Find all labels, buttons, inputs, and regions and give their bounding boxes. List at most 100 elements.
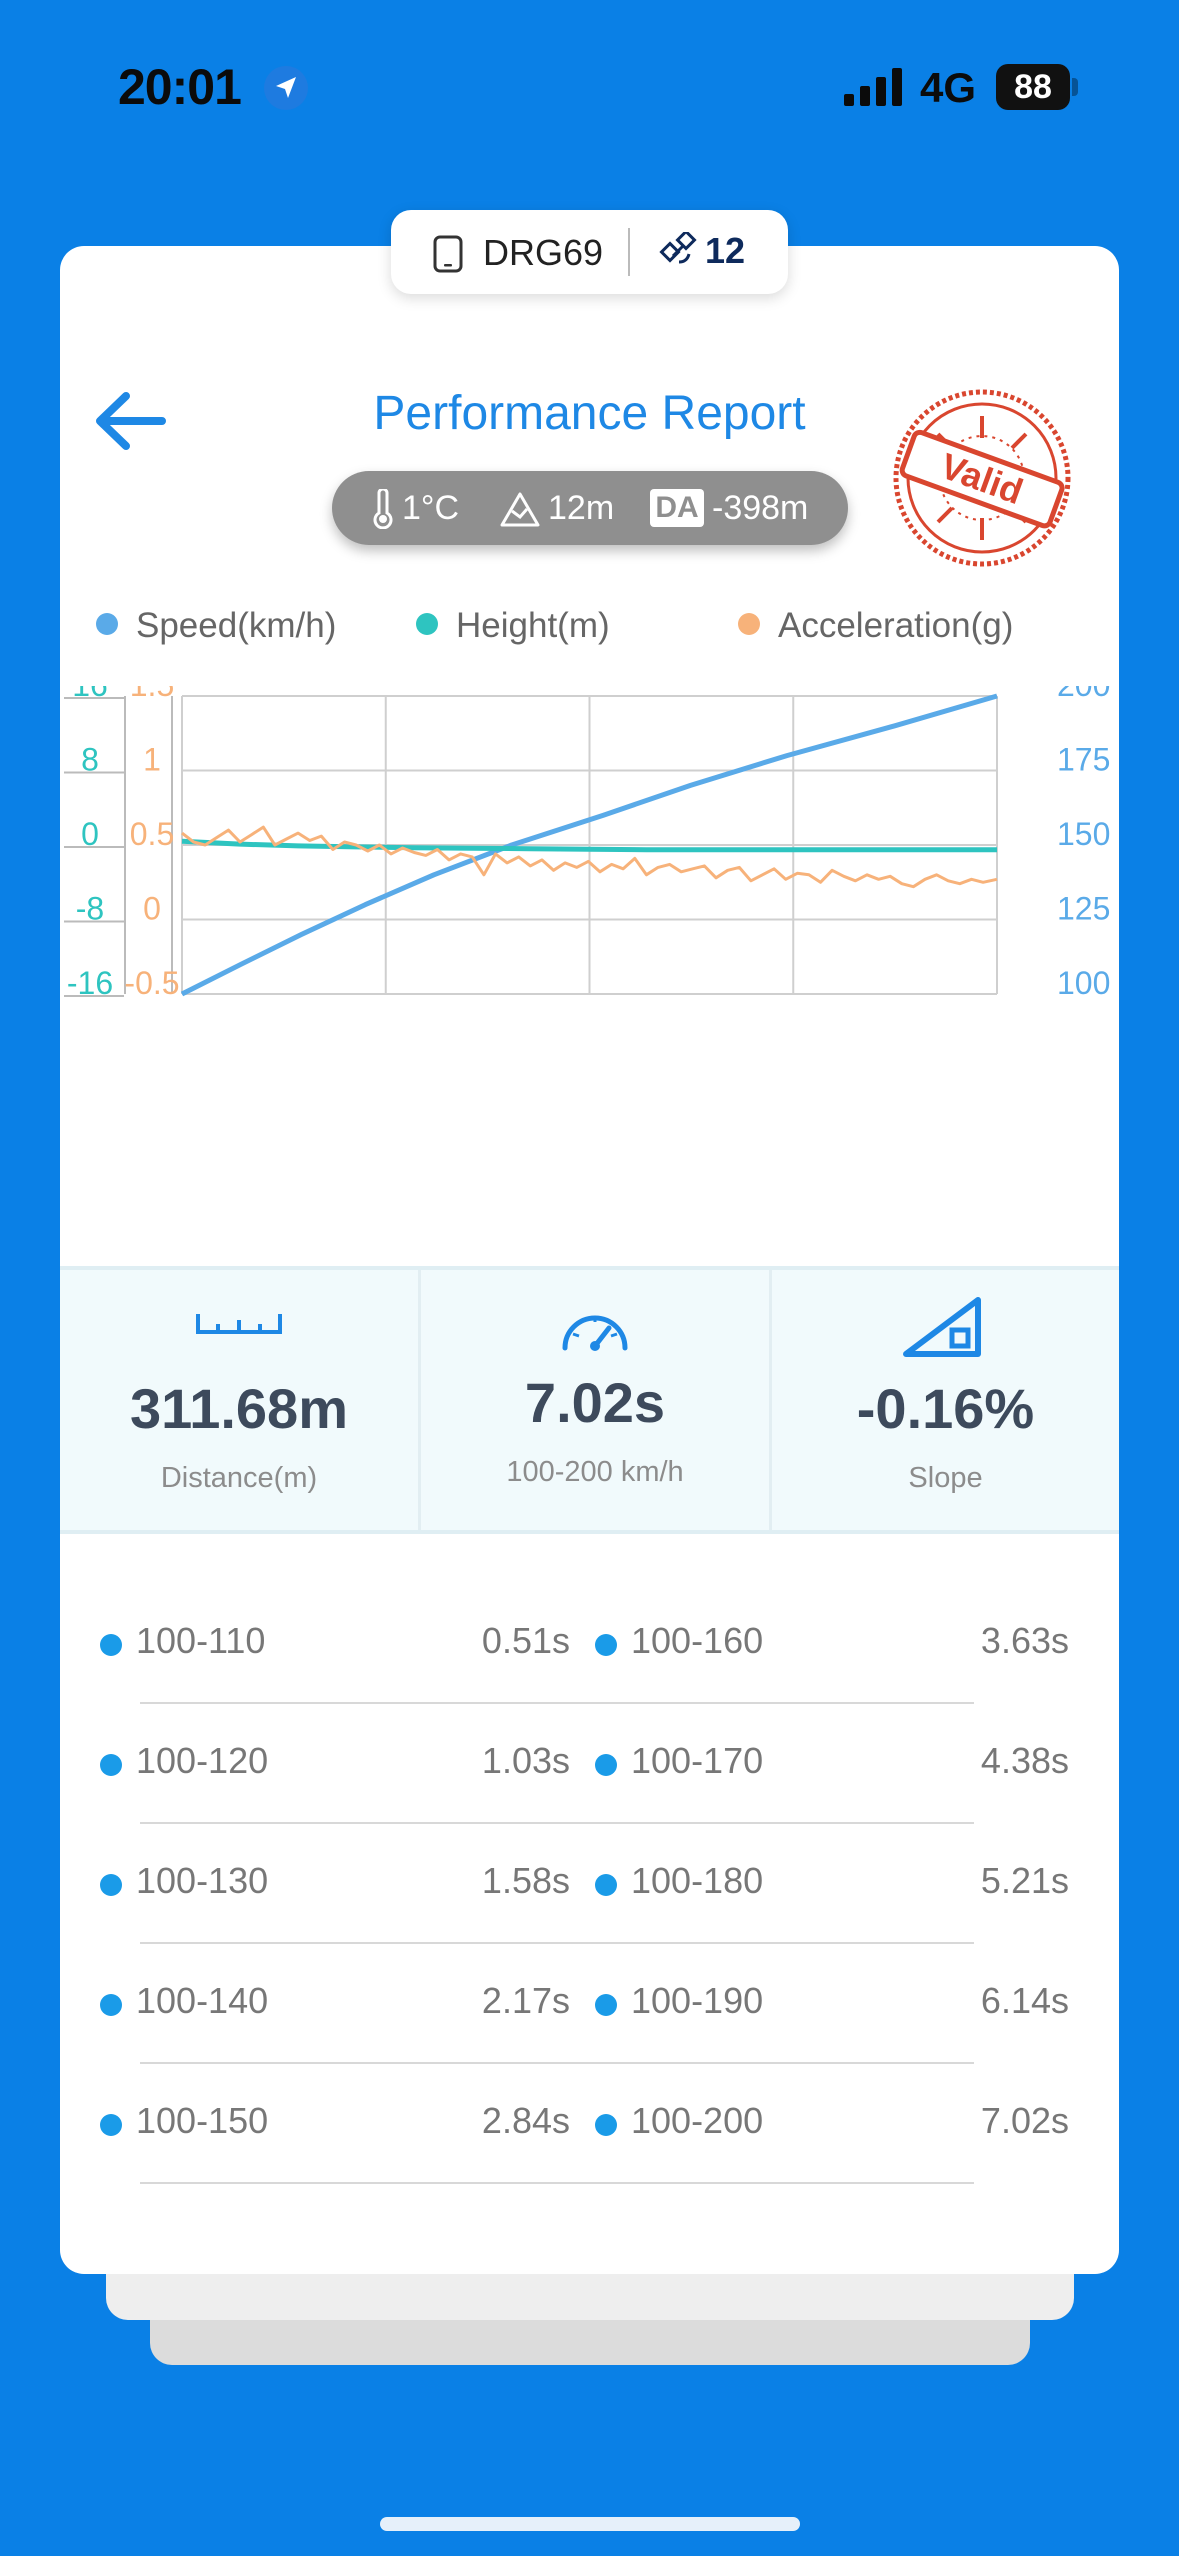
split-range: 100-110: [136, 1620, 266, 1661]
tick-label: 125: [1057, 891, 1110, 927]
split-dot: [100, 1994, 122, 2016]
split-row: 100-180 5.21s: [595, 1860, 1069, 1920]
page-title: Performance Report: [373, 387, 806, 440]
tick-label: 1.5: [130, 686, 174, 703]
split-row: 100-200 7.02s: [595, 2100, 1069, 2160]
split-dot: [595, 1754, 617, 1776]
battery-tip: [1072, 78, 1078, 96]
status-time: 20:01: [118, 59, 242, 115]
stat-time: 7.02s 100-200 km/h: [421, 1270, 769, 1530]
slope-icon: [903, 1297, 981, 1357]
tick-label: 200: [1057, 686, 1110, 703]
device-name: DRG69: [483, 232, 604, 273]
split-dot: [595, 2114, 617, 2136]
legend-dot: [738, 613, 760, 635]
stat-value: 7.02s: [524, 1371, 666, 1434]
split-row: 100-150 2.84s: [100, 2100, 570, 2160]
split-range: 100-130: [136, 1860, 269, 1901]
legend-label: Acceleration(g): [778, 606, 1014, 645]
split-time: 6.14s: [980, 1980, 1069, 2021]
series-line-height: [181, 838, 997, 853]
da-badge: DA: [650, 489, 704, 527]
altitude-value: 12m: [548, 489, 615, 527]
legend-label: Height(m): [456, 606, 610, 645]
network-type: 4G: [920, 64, 977, 111]
tick-label: 100: [1057, 965, 1110, 1001]
report-card: Performance Report 1°C 12m DA -398m: [60, 246, 1119, 2274]
battery-indicator: 88: [996, 64, 1070, 110]
split-time: 1.03s: [481, 1740, 570, 1781]
split-divider: [140, 2062, 974, 2064]
tick-label: 16: [72, 686, 108, 703]
split-time: 4.38s: [980, 1740, 1069, 1781]
split-range: 100-190: [631, 1980, 764, 2021]
temperature-value: 1°C: [402, 489, 460, 527]
split-divider: [140, 1702, 974, 1704]
stat-label: Slope: [908, 1462, 983, 1494]
split-dot: [100, 1634, 122, 1656]
phone-icon: [433, 235, 463, 273]
back-arrow-icon[interactable]: [90, 386, 170, 456]
stat-value: 311.68m: [130, 1377, 348, 1440]
split-range: 100-160: [631, 1620, 764, 1661]
tick-label: -0.5: [124, 965, 179, 1001]
split-row: 100-110 0.51s: [100, 1620, 570, 1680]
tick-label: 0: [81, 816, 99, 852]
stat-divider: [418, 1270, 421, 1530]
split-row: 100-130 1.58s: [100, 1860, 570, 1920]
stat-label: Distance(m): [160, 1462, 318, 1494]
split-row: 100-140 2.17s: [100, 1980, 570, 2040]
split-range: 100-120: [136, 1740, 269, 1781]
tick-label: 1: [143, 742, 161, 778]
series-line-speed: [180, 693, 998, 997]
split-row: 100-160 3.63s: [595, 1620, 1069, 1680]
home-indicator[interactable]: [380, 2517, 800, 2531]
split-dot: [595, 1634, 617, 1656]
split-divider: [140, 1822, 974, 1824]
split-row: 100-120 1.03s: [100, 1740, 570, 1800]
stat-slope: -0.16% Slope: [772, 1270, 1119, 1530]
divider: [628, 228, 630, 276]
split-divider: [140, 2182, 974, 2184]
split-row: 100-170 4.38s: [595, 1740, 1069, 1800]
stats-strip: 311.68m Distance(m) 7.02s 100-200 km/h -…: [60, 1266, 1119, 1534]
tick-label: 0: [143, 891, 161, 927]
speedometer-icon: [562, 1315, 628, 1351]
split-range: 100-200: [631, 2100, 764, 2141]
stat-distance: 311.68m Distance(m): [60, 1270, 418, 1530]
split-time: 2.84s: [481, 2100, 570, 2141]
split-time: 1.58s: [481, 1860, 570, 1901]
satellite-icon: [659, 232, 697, 264]
split-time: 3.63s: [980, 1620, 1069, 1661]
stat-label: 100-200 km/h: [506, 1456, 684, 1488]
split-time: 2.17s: [481, 1980, 570, 2021]
split-time: 5.21s: [980, 1860, 1069, 1901]
tick-label: 0.5: [130, 816, 174, 852]
location-arrow-icon: [264, 66, 308, 110]
stat-value: -0.16%: [856, 1377, 1035, 1440]
legend-item-height: Height(m): [416, 606, 610, 646]
device-pill[interactable]: DRG69 12: [391, 210, 788, 294]
legend-dot: [416, 613, 438, 635]
split-dot: [100, 2114, 122, 2136]
ruler-icon: [196, 1314, 282, 1334]
split-range: 100-180: [631, 1860, 764, 1901]
valid-stamp: Valid: [893, 389, 1071, 567]
split-row: 100-190 6.14s: [595, 1980, 1069, 2040]
split-time: 7.02s: [980, 2100, 1069, 2141]
legend-item-speed: Speed(km/h): [96, 606, 336, 646]
thermometer-icon: [373, 489, 393, 529]
tick-label: 150: [1057, 816, 1110, 852]
mountain-icon: [500, 492, 540, 527]
split-divider: [140, 1942, 974, 1944]
split-dot: [595, 1874, 617, 1896]
tick-label: 8: [81, 742, 99, 778]
split-dot: [595, 1994, 617, 2016]
split-time: 0.51s: [481, 1620, 570, 1661]
split-dot: [100, 1874, 122, 1896]
legend-label: Speed(km/h): [136, 606, 337, 645]
cellular-signal-icon: [844, 68, 902, 106]
conditions-pill: 1°C 12m DA -398m: [332, 471, 848, 545]
series-line-accel: [181, 825, 998, 889]
performance-chart: 1680-8-161.510.50-0.5200175150125100: [64, 686, 1110, 1001]
